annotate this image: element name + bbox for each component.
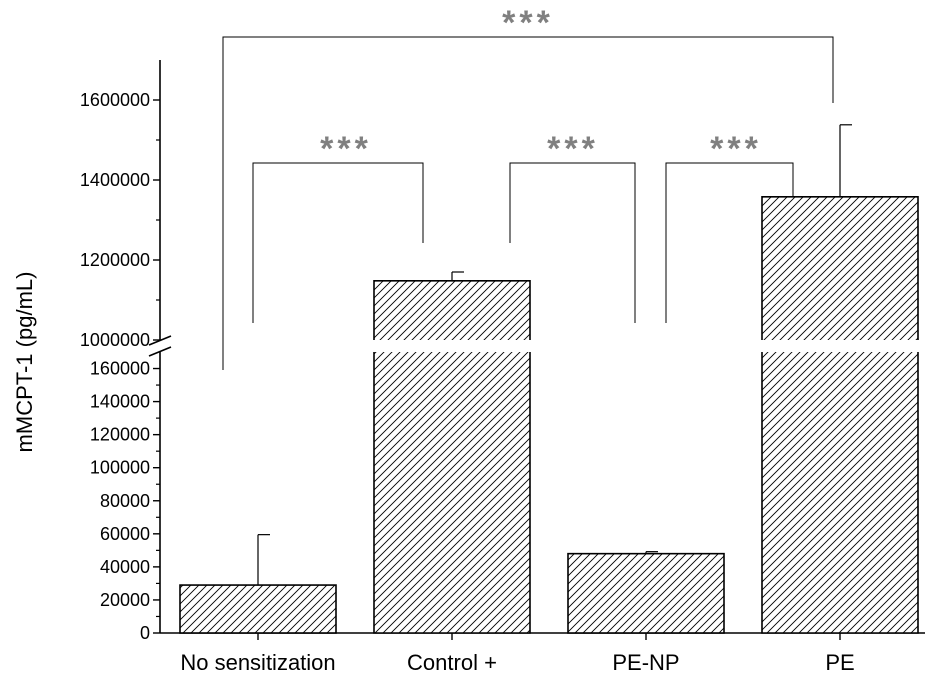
bar-lower-segment <box>374 352 530 633</box>
x-category-label: PE <box>825 650 854 675</box>
x-category-label: Control + <box>407 650 497 675</box>
bar <box>567 552 725 634</box>
bar-outline-lower <box>761 352 919 634</box>
y-tick-label: 1200000 <box>80 250 150 270</box>
bar <box>762 196 918 340</box>
significance-label: *** <box>320 130 372 168</box>
significance-layer: *** *** *** *** <box>222 4 834 370</box>
y-tick-label: 40000 <box>100 557 150 577</box>
axis-break-mark <box>148 346 172 357</box>
significance-bracket <box>222 36 834 370</box>
bars-layer <box>179 124 919 634</box>
bar <box>374 280 530 340</box>
y-tick-label: 160000 <box>90 359 150 379</box>
y-tick-label: 120000 <box>90 425 150 445</box>
bar-outline-upper <box>373 279 531 340</box>
y-tick-label: 1600000 <box>80 90 150 110</box>
y-tick-label: 100000 <box>90 458 150 478</box>
bar-outline-upper <box>761 196 919 340</box>
significance-bracket <box>509 162 636 323</box>
bar-lower-segment <box>762 352 918 633</box>
significance-bracket <box>665 162 794 323</box>
y-tick-label: 60000 <box>100 524 150 544</box>
axes-layer: 0 20000 40000 60000 80000 100000 120000 140000 1… <box>80 60 925 675</box>
y-tick-label: 1000000 <box>80 330 150 350</box>
x-category-label: PE-NP <box>612 650 679 675</box>
bar <box>179 584 337 634</box>
significance-label: *** <box>502 4 554 42</box>
y-tick-label: 140000 <box>90 392 150 412</box>
y-tick-label: 20000 <box>100 590 150 610</box>
significance-label: *** <box>710 130 762 168</box>
significance-label: *** <box>547 130 599 168</box>
y-tick-label: 1400000 <box>80 170 150 190</box>
y-axis-title: mMCPT-1 (pg/mL) <box>12 272 37 453</box>
y-tick-label: 0 <box>140 623 150 643</box>
bar-outline-lower <box>373 352 531 634</box>
x-category-label: No sensitization <box>180 650 335 675</box>
significance-bracket <box>252 162 424 323</box>
y-tick-label: 80000 <box>100 491 150 511</box>
